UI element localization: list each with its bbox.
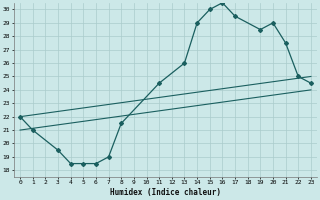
- X-axis label: Humidex (Indice chaleur): Humidex (Indice chaleur): [110, 188, 221, 197]
